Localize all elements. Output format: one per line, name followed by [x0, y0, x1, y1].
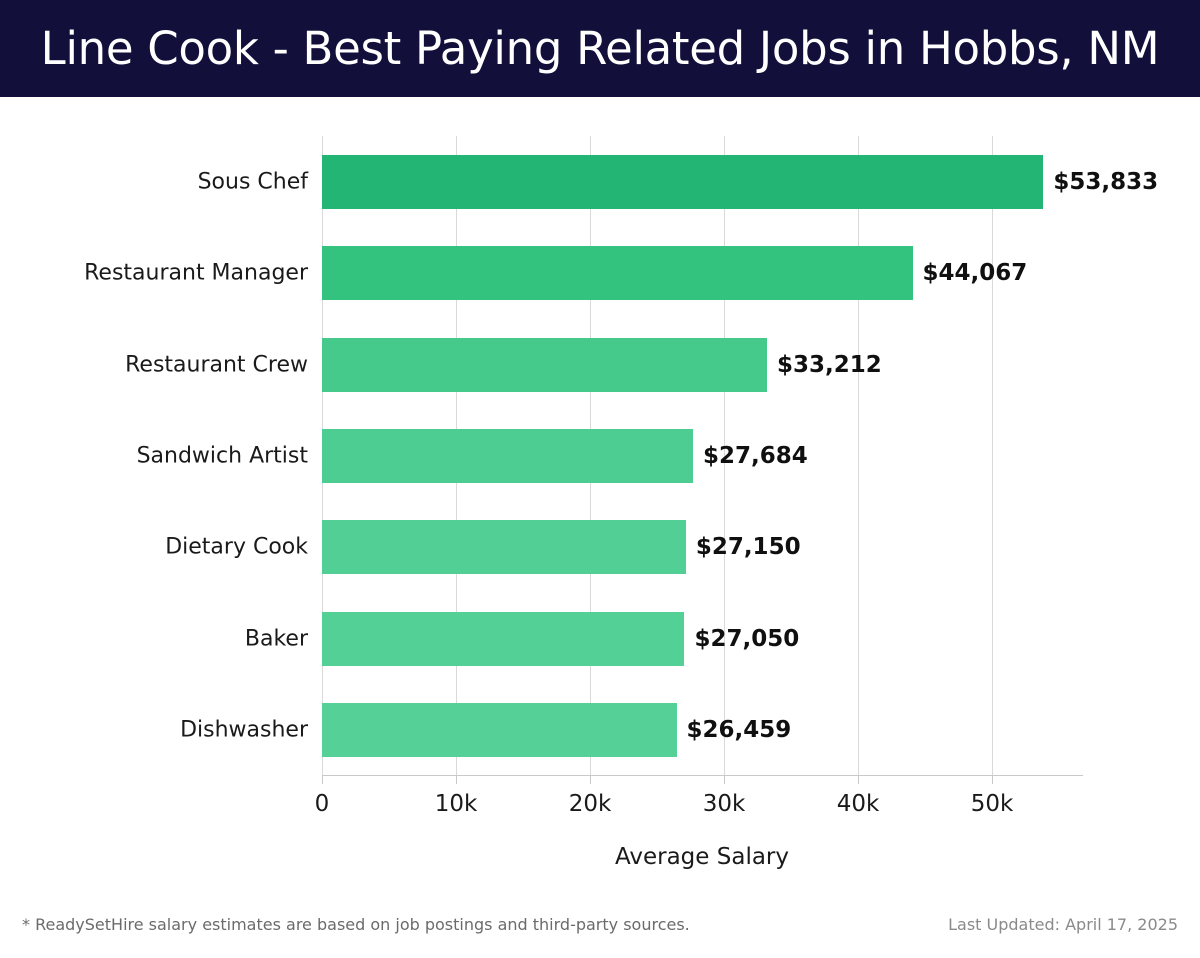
tick-mark — [322, 776, 323, 784]
bar-row: Dietary Cook $27,150 — [165, 502, 1082, 593]
category-label: Dishwasher — [180, 717, 308, 743]
bar-row: Restaurant Crew $33,212 — [125, 319, 1082, 410]
bar-value-label: $33,212 — [777, 351, 882, 378]
gridline — [992, 136, 993, 776]
tick-mark — [590, 776, 591, 784]
gridline — [858, 136, 859, 776]
bar[interactable] — [322, 337, 768, 392]
bar-row: Sous Chef $53,833 — [198, 136, 1158, 227]
bar-row: Baker $27,050 — [245, 593, 1082, 684]
bar[interactable] — [322, 246, 913, 301]
category-label: Sandwich Artist — [136, 443, 308, 469]
bar[interactable] — [322, 703, 677, 758]
bar-row: Sandwich Artist $27,684 — [137, 410, 1082, 501]
bar[interactable] — [322, 428, 693, 483]
title-bar: Line Cook - Best Paying Related Jobs in … — [0, 0, 1200, 97]
bar-value-label: $44,067 — [922, 260, 1028, 287]
x-tick-label: 20k — [568, 791, 612, 817]
x-tick-label: 40k — [836, 791, 880, 817]
tick-mark — [456, 776, 457, 784]
x-tick-label: 50k — [970, 791, 1014, 817]
bar[interactable] — [322, 611, 685, 666]
plot-area: Sous Chef $53,833 Restaurant Manager $44,06… — [84, 136, 1158, 784]
bar-value-label: $27,050 — [694, 625, 800, 652]
category-label: Restaurant Manager — [84, 260, 308, 286]
chart-canvas: Sous Chef $53,833 Restaurant Manager $44,06… — [0, 97, 1200, 897]
x-tick-label: 0 — [314, 791, 330, 817]
last-updated-text: Last Updated: April 17, 2025 — [948, 915, 1178, 934]
tick-mark — [992, 776, 993, 784]
bar-value-label: $53,833 — [1053, 168, 1159, 195]
bar-row: Dishwasher $26,459 — [180, 685, 1082, 776]
category-label: Dietary Cook — [165, 534, 308, 560]
tick-mark — [858, 776, 859, 784]
category-label: Sous Chef — [197, 169, 308, 195]
bar-row: Restaurant Manager $44,067 — [84, 227, 1082, 318]
tick-mark — [724, 776, 725, 784]
bar-value-label: $27,684 — [702, 442, 808, 469]
x-axis-title: Average Salary — [614, 844, 789, 870]
footer: * ReadySetHire salary estimates are base… — [0, 897, 1200, 958]
gridline — [724, 136, 725, 776]
bar[interactable] — [322, 520, 686, 575]
page-title: Line Cook - Best Paying Related Jobs in … — [40, 22, 1160, 75]
x-tick-label: 10k — [434, 791, 478, 817]
category-label: Baker — [244, 626, 308, 652]
footnote-text: * ReadySetHire salary estimates are base… — [22, 915, 690, 934]
x-tick-label: 30k — [702, 791, 746, 817]
bar[interactable] — [322, 154, 1044, 209]
bar-value-label: $27,150 — [695, 534, 801, 561]
x-axis-line — [322, 775, 1083, 776]
category-label: Restaurant Crew — [125, 352, 308, 378]
bar-value-label: $26,459 — [686, 717, 792, 744]
